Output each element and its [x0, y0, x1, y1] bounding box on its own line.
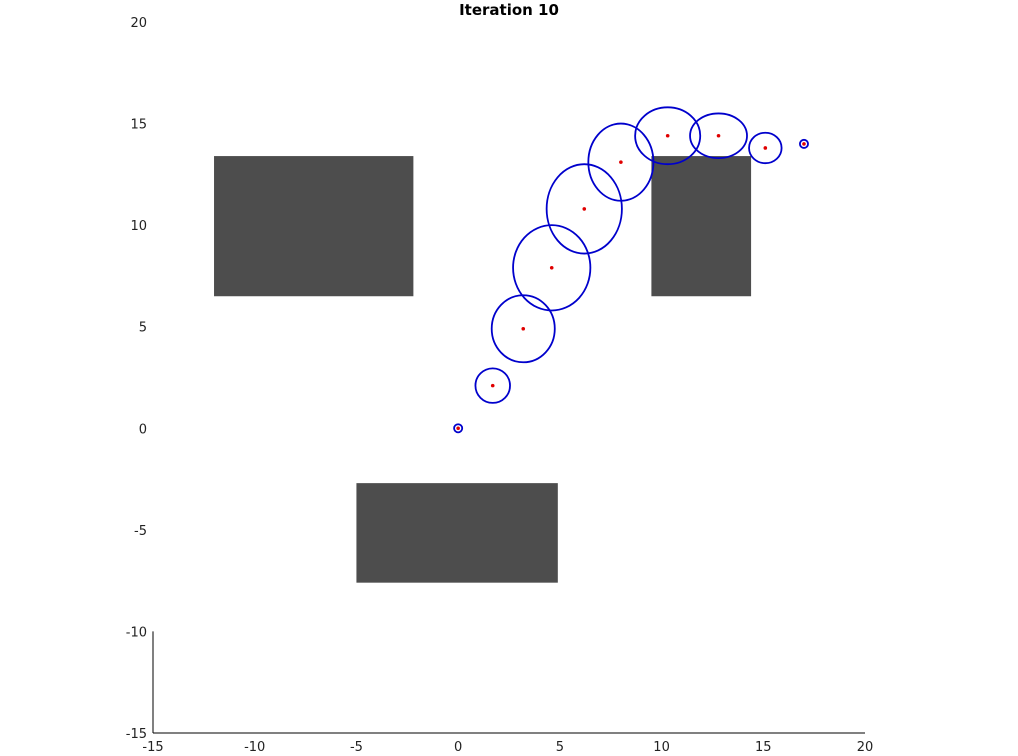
pose-point-5 — [582, 207, 587, 211]
uncertainty-ellipse-8 — [689, 112, 748, 160]
y-tick-label--5: -5 — [134, 524, 147, 539]
ellipse-layer — [453, 106, 809, 434]
uncertainty-ellipse-3 — [490, 294, 556, 364]
uncertainty-ellipse-1 — [453, 423, 464, 434]
obstacle-3 — [356, 483, 558, 583]
obstacle-2 — [651, 156, 752, 297]
uncertainty-ellipse-4 — [512, 224, 592, 312]
uncertainty-ellipse-5 — [545, 163, 623, 255]
pose-point-2 — [490, 383, 495, 388]
x-tick-label--10: -10 — [244, 740, 265, 755]
x-tick-label-10: 10 — [653, 740, 670, 755]
pose-point-10 — [802, 142, 806, 146]
y-tick-label-10: 10 — [130, 219, 147, 234]
chart-title: Iteration 10 — [459, 1, 559, 19]
x-tick-label--5: -5 — [350, 740, 363, 755]
pose-point-7 — [665, 133, 670, 138]
y-tick-label-20: 20 — [130, 16, 147, 31]
pose-point-8 — [716, 133, 721, 138]
x-tick-label--15: -15 — [142, 740, 163, 755]
y-tick-label-0: 0 — [139, 422, 147, 437]
x-tick-label-5: 5 — [556, 740, 564, 755]
uncertainty-ellipse-7 — [634, 106, 702, 166]
y-tick-label--10: -10 — [126, 625, 147, 640]
x-tick-label-20: 20 — [857, 740, 874, 755]
uncertainty-ellipse-9 — [748, 131, 783, 165]
uncertainty-ellipse-2 — [474, 367, 511, 404]
pose-point-1 — [456, 426, 460, 431]
y-tick-label-15: 15 — [130, 118, 147, 133]
pose-point-4 — [549, 266, 554, 270]
pose-point-3 — [521, 326, 526, 331]
uncertainty-ellipse-10 — [799, 138, 809, 149]
obstacle-1 — [214, 156, 414, 297]
pose-point-6 — [619, 160, 623, 164]
axis-layer: -15 -10 -5 0 5 10 15 20 -15 -10 -5 0 5 10 15 20 — [126, 16, 874, 755]
pose-point-9 — [763, 146, 768, 150]
y-tick-label--15: -15 — [126, 727, 147, 742]
y-tick-label-5: 5 — [139, 321, 147, 336]
point-layer — [456, 133, 806, 431]
obstacle-layer — [214, 156, 752, 583]
x-tick-label-15: 15 — [755, 740, 772, 755]
x-tick-label-0: 0 — [454, 740, 462, 755]
